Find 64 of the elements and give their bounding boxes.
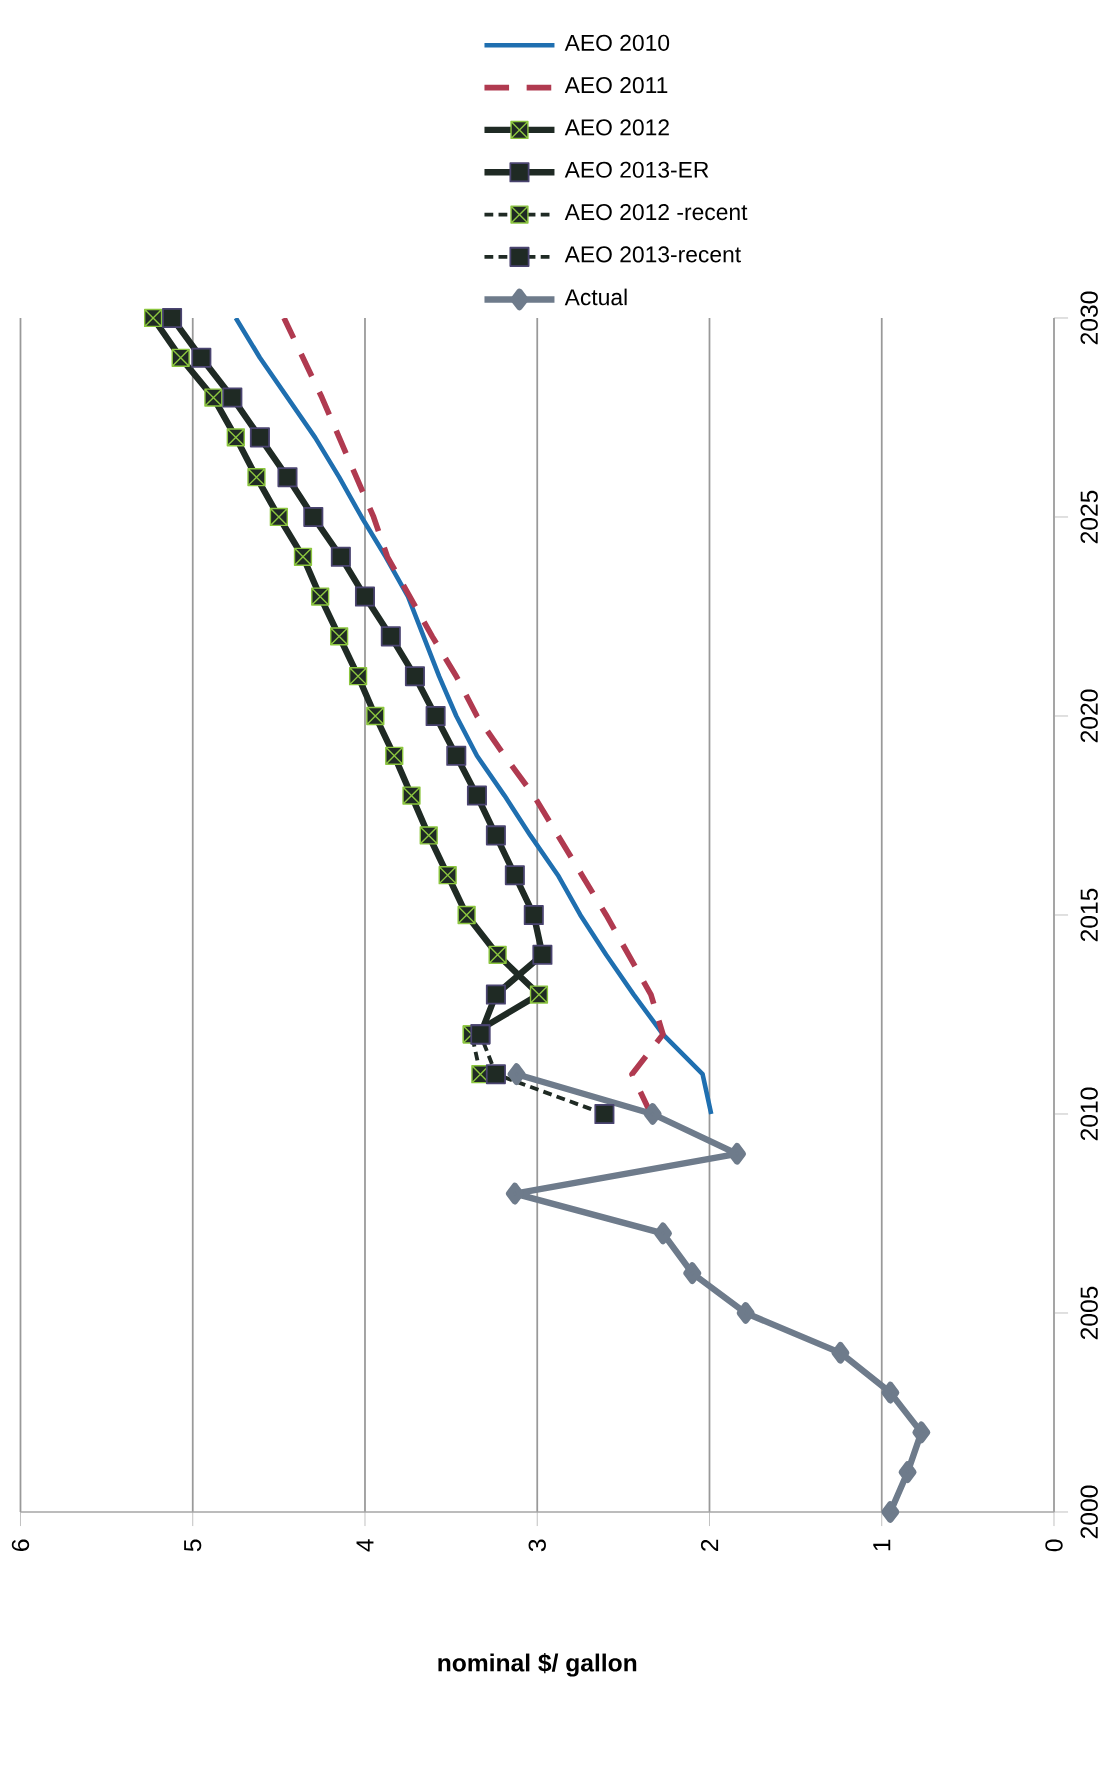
point bbox=[222, 387, 243, 408]
x-tick-label: 1 bbox=[873, 1539, 891, 1551]
point bbox=[488, 945, 507, 964]
point bbox=[446, 745, 467, 766]
y-tick-label: 2025 bbox=[1080, 490, 1098, 544]
legend-label: AEO 2012 -recent bbox=[564, 203, 748, 221]
y-tick-label: 2020 bbox=[1080, 689, 1098, 743]
point bbox=[380, 626, 401, 647]
y-tick-label: 2010 bbox=[1080, 1087, 1098, 1141]
x-tick-label: 3 bbox=[528, 1539, 546, 1552]
legend-label: Actual bbox=[564, 288, 627, 306]
point bbox=[354, 586, 375, 607]
point bbox=[457, 905, 476, 925]
point bbox=[504, 865, 525, 886]
point bbox=[523, 904, 544, 926]
legend-label: AEO 2013-recent bbox=[564, 246, 741, 263]
x-axis-title: nominal $/ gallon bbox=[438, 1653, 637, 1677]
y-tick-label: 2005 bbox=[1080, 1286, 1098, 1340]
point bbox=[736, 1302, 755, 1324]
point bbox=[881, 1501, 900, 1523]
point bbox=[303, 506, 324, 527]
point bbox=[485, 825, 506, 846]
point bbox=[330, 627, 349, 646]
point bbox=[505, 1182, 524, 1205]
point bbox=[683, 1262, 702, 1285]
point bbox=[485, 1064, 506, 1085]
legend-label: AEO 2011 bbox=[564, 77, 668, 94]
y-tick-label: 2000 bbox=[1080, 1485, 1098, 1539]
point bbox=[277, 467, 298, 488]
point bbox=[529, 985, 549, 1004]
point bbox=[330, 546, 351, 567]
point bbox=[249, 427, 270, 448]
point bbox=[191, 347, 212, 368]
point bbox=[654, 1222, 672, 1245]
legend-label: AEO 2012 bbox=[564, 119, 669, 136]
point bbox=[507, 1063, 526, 1086]
point bbox=[404, 666, 425, 687]
point bbox=[466, 785, 487, 806]
legend-label: AEO 2013-ER bbox=[564, 161, 709, 178]
point bbox=[247, 468, 266, 487]
point bbox=[204, 388, 223, 407]
point bbox=[831, 1341, 850, 1364]
x-tick-label: 0 bbox=[1045, 1539, 1063, 1552]
point bbox=[402, 786, 421, 805]
point bbox=[532, 944, 553, 965]
point bbox=[162, 307, 183, 328]
x-tick-label: 2 bbox=[700, 1539, 719, 1551]
point bbox=[485, 984, 506, 1005]
x-tick-label: 4 bbox=[356, 1539, 374, 1552]
point bbox=[643, 1103, 662, 1125]
point bbox=[419, 826, 438, 845]
point bbox=[728, 1142, 747, 1165]
point bbox=[311, 587, 330, 606]
point bbox=[425, 705, 446, 727]
y-tick-label: 2015 bbox=[1080, 888, 1098, 942]
point bbox=[912, 1421, 931, 1444]
point bbox=[594, 1103, 615, 1125]
point bbox=[898, 1461, 917, 1484]
point bbox=[881, 1381, 900, 1404]
x-tick-label: 6 bbox=[11, 1539, 30, 1551]
y-tick-label: 2030 bbox=[1080, 291, 1098, 345]
point bbox=[226, 428, 245, 447]
x-tick-label: 5 bbox=[184, 1539, 202, 1552]
legend-label: AEO 2010 bbox=[564, 34, 670, 51]
